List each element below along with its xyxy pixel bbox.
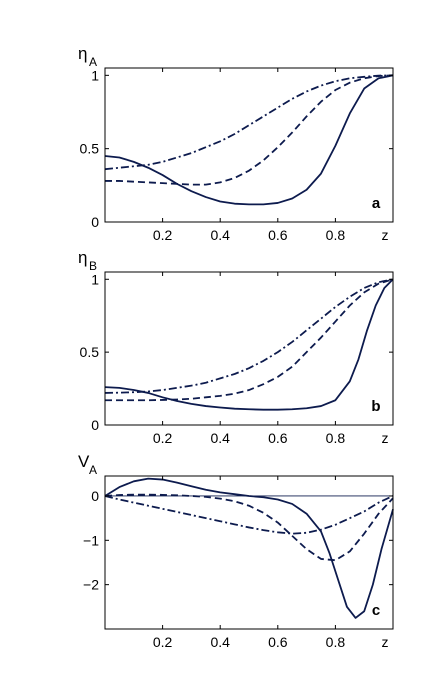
x-tick-label: 0.8 [326, 430, 346, 446]
x-tick-label: 0.6 [268, 227, 288, 243]
series-line-dashed [105, 74, 394, 186]
panel-b: 0.2 0.4 0.6 0.8 0 0.5 1 z η Bb [78, 248, 394, 446]
y-tick-label: 1 [91, 271, 99, 287]
x-tick-label: 0.8 [326, 227, 346, 243]
series-line-solid [104, 477, 394, 619]
y-tick-label: 1 [91, 67, 99, 83]
y-tick-label: 0 [91, 488, 99, 504]
panel-letter: c [372, 602, 380, 619]
x-axis-label: z [382, 634, 389, 650]
y-axis-label-subscript: A [89, 463, 97, 477]
y-tick-label: −1 [83, 532, 99, 548]
series-line-solid [104, 278, 394, 411]
series-line-solid [104, 74, 394, 206]
y-axis-label: V [78, 452, 90, 471]
y-axis-label: η [78, 44, 87, 63]
x-tick-label: 0.6 [268, 634, 288, 650]
y-tick-label: 0 [91, 417, 99, 433]
x-axis-label: z [382, 227, 389, 243]
panel-a: 0.2 0.4 0.6 0.8 0 0.5 1 z η Aa [78, 44, 394, 243]
axes-frame [104, 67, 394, 223]
y-axis-label: η [78, 248, 87, 267]
series-line-dashed [104, 493, 394, 562]
y-axis-label-subscript: B [89, 259, 97, 273]
axes-frame [104, 271, 394, 426]
y-tick-label: 0 [91, 214, 99, 230]
x-tick-label: 0.8 [326, 634, 346, 650]
x-tick-label: 0.2 [153, 634, 173, 650]
series-line-dashdot [104, 74, 394, 171]
series-line-dashed [105, 278, 394, 402]
x-axis-label: z [382, 430, 389, 446]
panel-letter: a [372, 195, 381, 212]
x-tick-label: 0.4 [210, 634, 230, 650]
x-tick-label: 0.2 [153, 430, 173, 446]
y-tick-label: 0.5 [80, 141, 100, 157]
x-tick-label: 0.2 [153, 227, 173, 243]
y-tick-label: 0.5 [80, 344, 100, 360]
series-line-dashdot [104, 278, 394, 394]
x-tick-label: 0.6 [268, 430, 288, 446]
axes-frame [104, 475, 394, 630]
x-tick-label: 0.4 [210, 227, 230, 243]
y-axis-label-subscript: A [89, 55, 97, 69]
series-line-dashdot [104, 495, 394, 535]
y-tick-label: −2 [83, 577, 99, 593]
panel-c: 0.2 0.4 0.6 0.8 −2 −1 0 z V Ac [78, 452, 394, 650]
x-tick-label: 0.4 [210, 430, 230, 446]
panel-letter: b [371, 398, 380, 415]
